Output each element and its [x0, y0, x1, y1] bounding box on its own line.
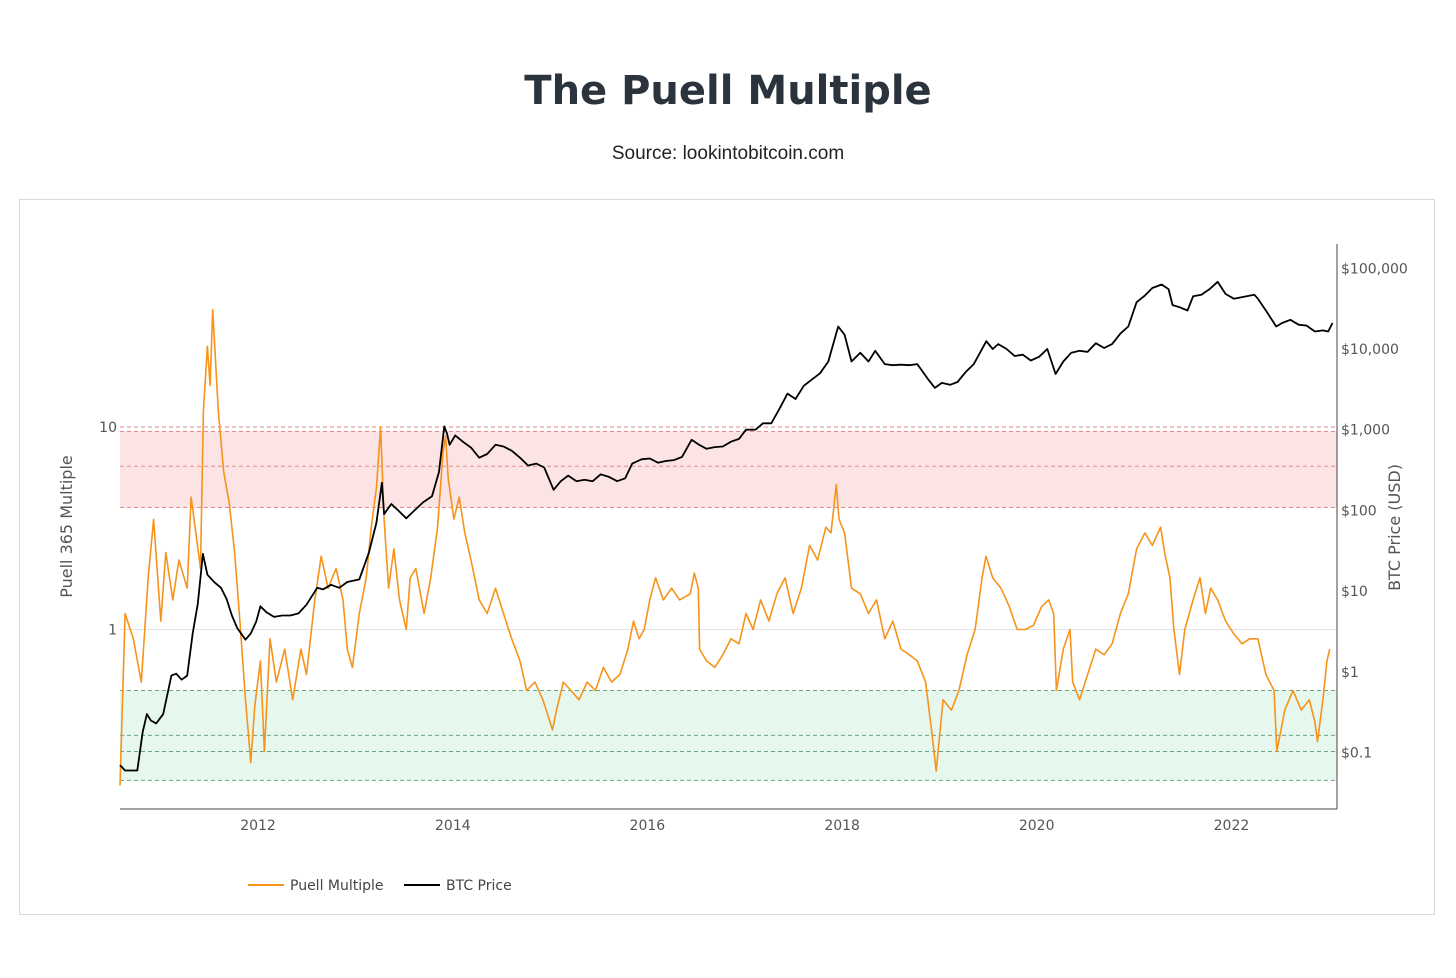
zone-bands [120, 426, 1337, 781]
x-tick-label: 2014 [435, 818, 471, 834]
y-right-tick-label: $0.1 [1341, 746, 1372, 762]
chart-subtitle: Source: lookintobitcoin.com [611, 143, 845, 164]
y-right-tick-label: $10,000 [1341, 342, 1399, 358]
y-right-tick-label: $100,000 [1341, 261, 1408, 277]
puell-multiple-line [119, 308, 1331, 786]
legend-item[interactable]: Puell Multiple [248, 878, 384, 894]
x-tick-label: 2012 [240, 818, 276, 834]
legend-label: BTC Price [446, 878, 512, 894]
y-left-tick-label: 1 [108, 623, 117, 639]
x-tick-label: 2016 [630, 818, 666, 834]
legend-item[interactable]: BTC Price [404, 878, 512, 894]
chart-frame [19, 199, 1435, 915]
chart-title: The Puell Multiple [524, 68, 932, 114]
x-tick-label: 2018 [824, 818, 860, 834]
x-tick-label: 2020 [1019, 818, 1055, 834]
legend-label: Puell Multiple [290, 878, 384, 894]
series-lines [119, 280, 1334, 786]
band-low [120, 690, 1337, 781]
y-right-tick-label: $10 [1341, 584, 1368, 600]
btc-price-line [119, 280, 1334, 772]
axes: 2012 2014 2016 2018 2020 2022 1 10 $0.1 $1 $10 $100… [57, 244, 1408, 834]
legend[interactable]: Puell Multiple BTC Price [248, 878, 512, 894]
y-right-tick-label: $1,000 [1341, 423, 1390, 439]
y-right-tick-label: $1 [1341, 665, 1359, 681]
y-right-axis-title: BTC Price (USD) [1385, 464, 1404, 591]
x-tick-label: 2022 [1214, 818, 1250, 834]
y-right-tick-label: $100 [1341, 503, 1377, 519]
y-left-tick-label: 10 [99, 420, 117, 436]
y-left-axis-title: Puell 365 Multiple [57, 455, 76, 598]
